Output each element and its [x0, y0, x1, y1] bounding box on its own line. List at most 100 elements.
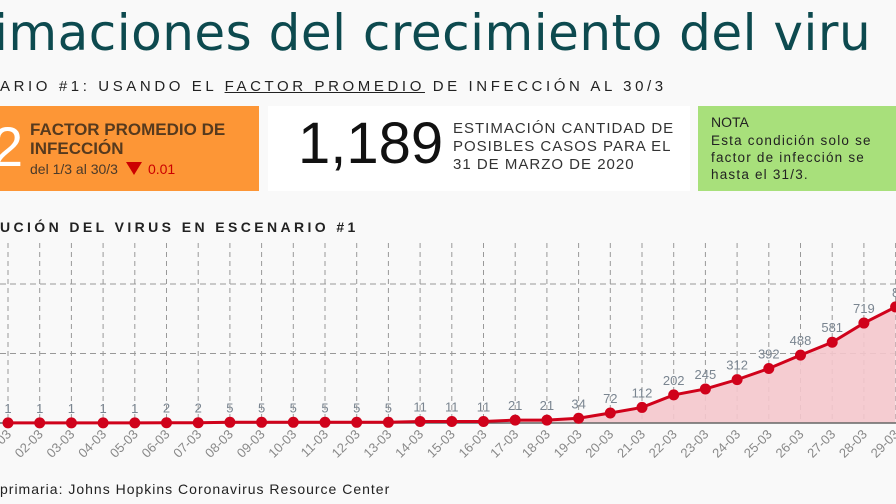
- data-point: [573, 412, 585, 424]
- data-label: 392: [758, 347, 780, 362]
- note-heading: NOTA: [711, 114, 749, 130]
- factor-delta: 0.01: [147, 161, 176, 177]
- data-label: 112: [632, 385, 653, 400]
- data-label: 245: [695, 367, 717, 382]
- x-tick-label: 01-03: [0, 427, 14, 461]
- data-label: 202: [663, 373, 685, 388]
- factor-promedio-link[interactable]: FACTOR PROMEDIO: [224, 78, 425, 95]
- data-point: [763, 363, 775, 375]
- x-tick-label: 04-03: [75, 427, 109, 461]
- x-tick-label: 05-03: [107, 427, 141, 461]
- data-label: 21: [540, 398, 554, 413]
- x-tick-label: 03-03: [43, 427, 77, 461]
- data-point: [34, 417, 46, 429]
- data-label: 1: [36, 401, 43, 416]
- x-tick-label: 06-03: [139, 427, 173, 461]
- data-point: [256, 416, 268, 428]
- data-label: 11: [445, 399, 459, 414]
- data-label: 312: [726, 358, 748, 373]
- data-point: [319, 416, 331, 428]
- factor-card: 2 FACTOR PROMEDIO DE INFECCIÓN del 1/3 a…: [0, 106, 259, 191]
- data-point: [731, 374, 743, 386]
- data-point: [541, 414, 553, 426]
- data-label: 11: [477, 399, 491, 414]
- data-label: 1: [99, 401, 106, 416]
- data-point: [604, 407, 616, 419]
- x-tick-label: 02-03: [12, 427, 46, 461]
- x-tick-label: 29-03: [868, 427, 896, 461]
- subtitle-text-end: DE INFECCIÓN AL 30/3: [424, 78, 667, 95]
- data-label: 5: [353, 400, 360, 415]
- data-label: 5: [258, 400, 265, 415]
- factor-period-row: del 1/3 al 30/3 0.01: [30, 161, 175, 177]
- subtitle-text: ARIO #1: USANDO EL: [0, 78, 225, 95]
- data-label: 72: [603, 391, 617, 406]
- data-label: 581: [821, 320, 843, 335]
- data-point: [668, 389, 680, 401]
- x-tick-label: 14-03: [392, 427, 426, 461]
- estimate-value: 1,189: [298, 111, 444, 176]
- data-point: [414, 415, 426, 427]
- x-tick-label: 28-03: [836, 427, 870, 461]
- data-point: [97, 417, 109, 429]
- data-point: [192, 417, 204, 429]
- data-point: [129, 417, 141, 429]
- data-label: 5: [290, 400, 297, 415]
- note-text: Esta condición solo se factor de infecci…: [711, 133, 872, 182]
- data-point: [351, 416, 363, 428]
- x-tick-label: 10-03: [265, 427, 299, 461]
- data-point: [826, 336, 838, 348]
- triangle-down-icon: [125, 162, 142, 175]
- x-tick-label: 21-03: [614, 427, 648, 461]
- data-label: 8: [892, 285, 896, 300]
- data-label: 5: [385, 400, 392, 415]
- data-point: [509, 414, 521, 426]
- x-tick-label: 15-03: [424, 427, 458, 461]
- data-label: 21: [508, 398, 522, 413]
- page-title: imaciones del crecimiento del viru: [0, 4, 872, 62]
- data-label: 488: [790, 333, 812, 348]
- factor-title: FACTOR PROMEDIO DE INFECCIÓN: [30, 120, 226, 158]
- x-tick-label: 17-03: [487, 427, 521, 461]
- data-label: 1: [4, 401, 11, 416]
- x-tick-label: 13-03: [360, 427, 394, 461]
- data-label: 2: [195, 401, 202, 416]
- x-tick-label: 24-03: [709, 427, 743, 461]
- cases-area-chart: 101-03102-03103-03104-03105-03206-03207-…: [0, 243, 896, 461]
- x-tick-label: 09-03: [234, 427, 268, 461]
- estimate-card: 1,189 ESTIMACIÓN CANTIDAD DE POSIBLES CA…: [268, 106, 690, 191]
- data-label: 1: [68, 401, 75, 416]
- chart-title: UCIÓN DEL VIRUS EN ESCENARIO #1: [0, 219, 359, 235]
- data-label: 1: [131, 401, 138, 416]
- factor-period: del 1/3 al 30/3: [30, 161, 118, 177]
- x-tick-label: 19-03: [551, 427, 585, 461]
- data-point: [287, 416, 299, 428]
- x-tick-label: 08-03: [202, 427, 236, 461]
- data-point: [478, 415, 489, 427]
- scenario-subtitle: ARIO #1: USANDO EL FACTOR PROMEDIO DE IN…: [0, 78, 667, 95]
- data-point: [65, 417, 77, 429]
- x-tick-label: 26-03: [773, 427, 807, 461]
- x-tick-label: 11-03: [298, 427, 331, 460]
- factor-value: 2: [0, 115, 24, 178]
- data-label: 5: [226, 400, 233, 415]
- data-point: [161, 417, 172, 429]
- x-tick-label: 16-03: [456, 427, 490, 461]
- estimate-label: ESTIMACIÓN CANTIDAD DE POSIBLES CASOS PA…: [453, 120, 675, 173]
- data-point: [795, 349, 806, 361]
- x-tick-label: 12-03: [329, 427, 363, 461]
- data-label: 5: [321, 400, 328, 415]
- data-point: [382, 416, 394, 428]
- area-fill: [8, 306, 896, 423]
- x-tick-label: 20-03: [582, 427, 616, 461]
- data-label: 34: [571, 396, 585, 411]
- x-tick-label: 27-03: [804, 427, 838, 461]
- data-point: [636, 401, 648, 413]
- x-tick-label: 25-03: [741, 427, 775, 461]
- note-card: NOTA Esta condición solo se factor de in…: [698, 106, 896, 191]
- data-point: [446, 415, 458, 427]
- x-tick-label: 18-03: [519, 427, 553, 461]
- data-label: 2: [163, 401, 170, 416]
- data-label: 11: [413, 399, 427, 414]
- x-tick-label: 07-03: [170, 427, 204, 461]
